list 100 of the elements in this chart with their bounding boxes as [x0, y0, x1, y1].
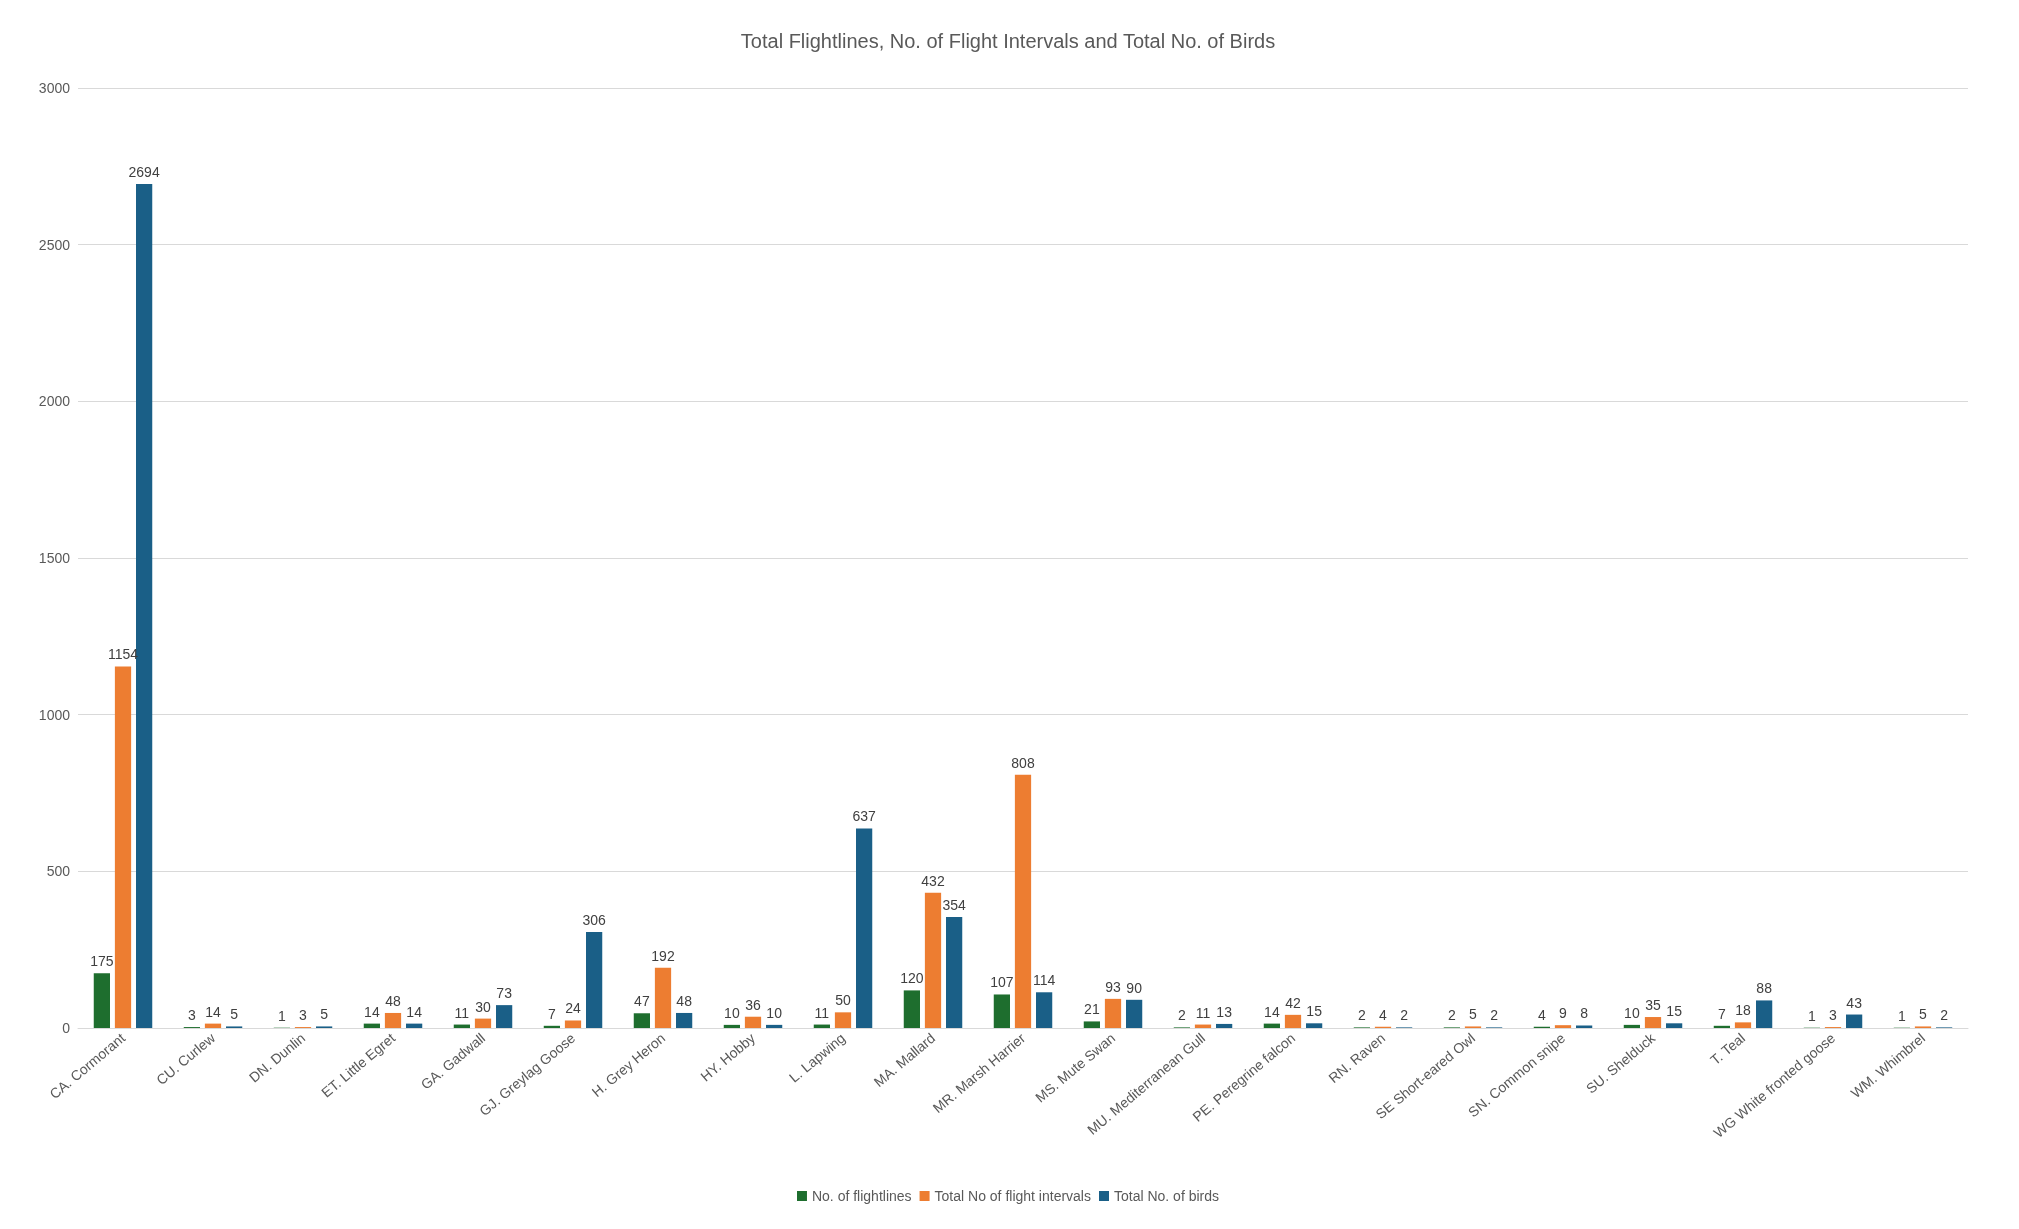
data-label: 2 — [1940, 1007, 1949, 1024]
data-label: 8 — [1580, 1005, 1589, 1022]
bar — [856, 828, 873, 1028]
chart-title: Total Flightlines, No. of Flight Intervals and Total No. of Birds — [740, 30, 1276, 52]
data-label: 7 — [547, 1005, 556, 1022]
bar — [496, 1005, 513, 1028]
data-label: 14 — [406, 1003, 423, 1020]
data-label: 15 — [1306, 1003, 1323, 1020]
data-label: 107 — [990, 974, 1014, 991]
bar — [1554, 1025, 1572, 1028]
data-label: 1 — [1897, 1007, 1906, 1024]
y-tick-label: 2500 — [38, 236, 71, 253]
data-label: 14 — [364, 1003, 380, 1020]
bar — [114, 666, 132, 1028]
data-label: 5 — [1919, 1006, 1928, 1023]
bar — [1576, 1025, 1593, 1028]
data-label: 7 — [1717, 1005, 1726, 1022]
bar — [1014, 774, 1032, 1028]
data-label: 14 — [205, 1003, 221, 1020]
bar — [1756, 1000, 1773, 1028]
data-label: 73 — [496, 985, 513, 1002]
data-label: 88 — [1756, 980, 1773, 997]
data-label: 14 — [1264, 1003, 1280, 1020]
legend-label: Total No. of birds — [1113, 1188, 1220, 1204]
data-label: 11 — [454, 1004, 470, 1021]
bar — [1216, 1023, 1233, 1028]
data-label: 2 — [1177, 1007, 1186, 1024]
data-label: 354 — [942, 897, 967, 914]
bar — [1083, 1021, 1100, 1028]
bar — [834, 1012, 852, 1028]
bar — [723, 1024, 740, 1028]
data-label: 5 — [320, 1006, 329, 1023]
bar — [993, 994, 1010, 1028]
data-label: 2694 — [128, 163, 160, 180]
data-label: 13 — [1216, 1003, 1233, 1020]
bar — [654, 967, 672, 1028]
y-tick-label: 2000 — [38, 393, 71, 410]
data-label: 47 — [634, 993, 650, 1010]
data-label: 4 — [1379, 1006, 1388, 1023]
bar — [766, 1024, 783, 1028]
data-label: 10 — [724, 1004, 740, 1021]
data-label: 3 — [1829, 1007, 1838, 1024]
data-label: 120 — [900, 970, 924, 987]
legend-label: No. of flightlines — [811, 1188, 912, 1204]
data-label: 15 — [1666, 1003, 1683, 1020]
data-label: 1 — [277, 1007, 286, 1024]
data-label: 43 — [1846, 994, 1863, 1011]
bar — [1306, 1023, 1323, 1028]
data-label: 2 — [1357, 1007, 1366, 1024]
data-label: 10 — [766, 1004, 783, 1021]
bar — [406, 1023, 423, 1028]
bar — [633, 1013, 650, 1028]
data-label: 2 — [1447, 1007, 1456, 1024]
bar — [1666, 1023, 1683, 1028]
bar — [564, 1020, 582, 1028]
data-label: 24 — [565, 1000, 581, 1017]
bar — [1263, 1023, 1280, 1028]
bar — [136, 183, 153, 1028]
bar — [903, 990, 920, 1028]
data-label: 35 — [1645, 997, 1661, 1014]
data-label: 11 — [814, 1004, 830, 1021]
bar — [946, 917, 963, 1028]
data-label: 637 — [852, 808, 877, 825]
data-label: 5 — [230, 1006, 239, 1023]
y-tick-label: 1500 — [38, 550, 71, 566]
bar — [924, 892, 942, 1028]
data-label: 9 — [1559, 1005, 1568, 1022]
bar — [1104, 998, 1122, 1028]
bar — [384, 1012, 402, 1028]
bar — [1644, 1017, 1662, 1028]
bar — [1284, 1014, 1302, 1028]
data-label: 808 — [1011, 754, 1035, 771]
data-label: 3 — [299, 1007, 308, 1024]
data-label: 48 — [385, 992, 401, 1009]
bar — [93, 973, 110, 1028]
data-label: 3 — [187, 1007, 196, 1024]
data-label: 93 — [1105, 978, 1121, 995]
data-label: 21 — [1084, 1001, 1100, 1018]
legend-label: Total No of flight intervals — [934, 1188, 1091, 1204]
bar — [1036, 992, 1053, 1028]
bar — [744, 1016, 762, 1028]
data-label: 306 — [582, 912, 607, 929]
data-label: 2 — [1400, 1007, 1409, 1024]
data-label: 50 — [835, 992, 851, 1009]
bar — [363, 1023, 380, 1028]
y-tick-label: 0 — [62, 1020, 71, 1036]
data-label: 42 — [1285, 994, 1301, 1011]
bar — [586, 932, 603, 1028]
data-label: 11 — [1195, 1004, 1211, 1021]
bar — [474, 1018, 492, 1028]
bar — [1623, 1024, 1640, 1028]
data-label: 18 — [1735, 1002, 1751, 1019]
data-label: 30 — [475, 998, 491, 1015]
bar — [1734, 1022, 1752, 1028]
data-label: 114 — [1032, 972, 1056, 989]
bar — [1846, 1014, 1863, 1028]
x-tick-label: T. Teal — [1707, 1029, 1749, 1068]
y-tick-label: 1000 — [38, 706, 71, 723]
data-label: 1 — [1807, 1007, 1816, 1024]
bar — [1126, 999, 1143, 1028]
